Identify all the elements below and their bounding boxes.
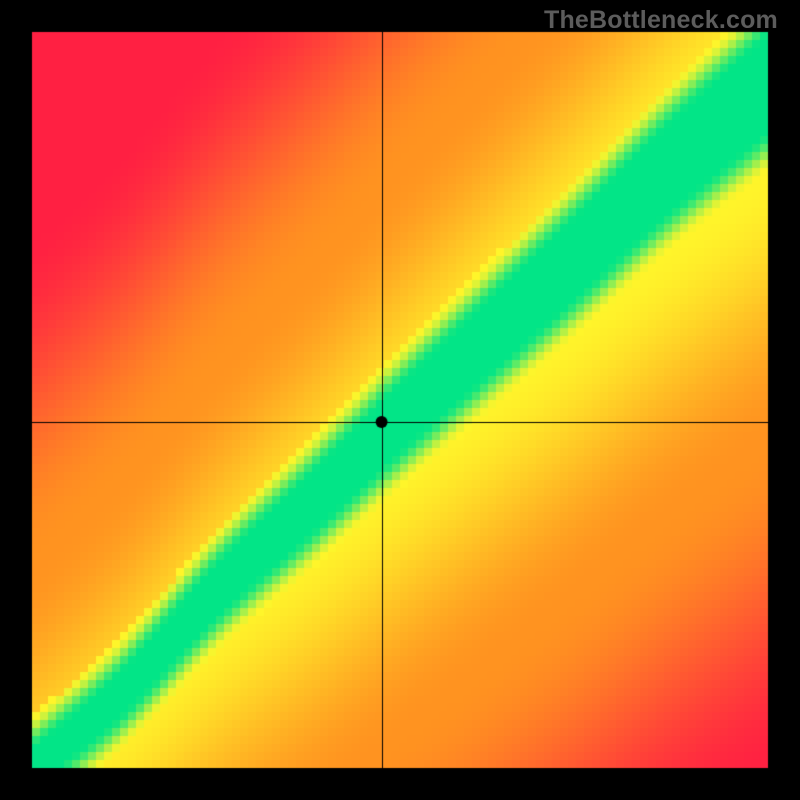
bottleneck-heatmap xyxy=(0,0,800,800)
watermark-text: TheBottleneck.com xyxy=(544,6,778,35)
chart-container: { "watermark": { "text": "TheBottleneck.… xyxy=(0,0,800,800)
